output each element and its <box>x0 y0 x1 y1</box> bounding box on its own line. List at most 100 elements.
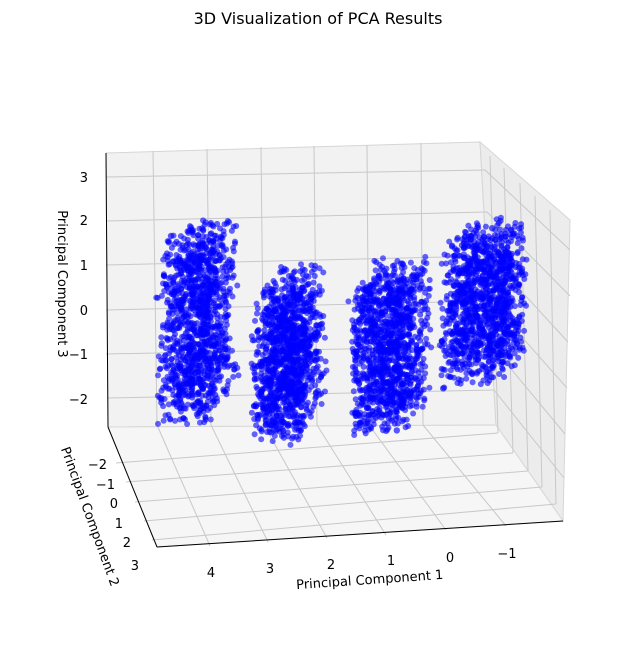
data-point <box>191 340 198 347</box>
data-point <box>392 324 399 330</box>
data-point <box>381 362 388 369</box>
data-point <box>222 306 229 312</box>
data-point <box>391 390 397 397</box>
data-point <box>514 233 521 240</box>
data-point <box>518 269 525 276</box>
data-point <box>280 419 287 426</box>
data-point <box>474 244 481 251</box>
data-point <box>166 261 173 267</box>
data-point <box>197 326 204 332</box>
data-point <box>482 223 489 230</box>
data-point <box>289 378 296 385</box>
data-point <box>261 402 268 409</box>
data-point <box>204 362 211 369</box>
data-point <box>180 415 187 422</box>
data-point <box>475 239 482 245</box>
data-point <box>371 277 378 284</box>
data-point <box>273 427 279 434</box>
data-point <box>288 324 295 331</box>
data-point <box>186 284 193 291</box>
data-point <box>379 300 385 307</box>
x-tick-label: 0 <box>446 551 454 566</box>
data-point <box>319 320 326 327</box>
data-point <box>393 408 399 415</box>
data-point <box>461 316 468 323</box>
data-point <box>487 333 494 340</box>
data-point <box>451 245 458 252</box>
data-point <box>385 297 392 304</box>
data-point <box>359 279 366 286</box>
data-point <box>266 313 273 320</box>
data-point <box>184 334 191 341</box>
data-point <box>190 298 197 305</box>
side-grid-horizontal <box>493 389 565 479</box>
data-point <box>284 358 291 365</box>
data-point <box>396 372 403 379</box>
data-point <box>158 357 165 364</box>
side-grid-vertical <box>549 209 557 505</box>
data-point <box>363 385 370 391</box>
data-point <box>353 318 360 325</box>
data-point <box>357 422 364 429</box>
data-point <box>254 327 261 334</box>
data-point <box>252 317 258 324</box>
data-point <box>372 267 379 274</box>
data-point <box>178 367 185 374</box>
data-point <box>403 305 410 312</box>
data-point <box>485 314 492 321</box>
data-point <box>290 269 297 276</box>
data-point <box>380 427 386 434</box>
data-point <box>225 378 232 384</box>
data-point <box>508 227 515 233</box>
data-point <box>267 330 274 337</box>
y-tick-label: 1 <box>115 517 123 532</box>
data-point <box>162 345 169 352</box>
data-point <box>510 339 517 346</box>
data-point <box>167 416 174 423</box>
data-point <box>377 266 384 273</box>
data-point <box>166 310 172 317</box>
data-point <box>493 322 500 328</box>
data-point <box>371 387 378 394</box>
data-point <box>394 334 401 341</box>
data-point <box>365 364 372 371</box>
data-point <box>417 361 424 368</box>
data-point <box>248 409 255 416</box>
data-point <box>267 354 274 361</box>
data-point <box>380 386 387 393</box>
data-point <box>502 233 509 240</box>
data-point <box>214 275 221 282</box>
data-point <box>377 392 383 399</box>
data-point <box>160 256 167 263</box>
data-point <box>211 258 218 265</box>
data-point <box>512 287 519 293</box>
data-point <box>258 428 265 435</box>
data-point <box>413 274 420 280</box>
data-point <box>511 350 518 357</box>
data-point <box>259 311 266 318</box>
data-point <box>277 383 284 390</box>
data-point <box>276 374 283 381</box>
data-point <box>210 397 217 404</box>
data-point <box>207 318 214 325</box>
data-point <box>500 337 507 344</box>
data-point <box>292 420 299 426</box>
data-point <box>502 265 509 272</box>
data-point <box>421 397 428 404</box>
data-point <box>420 355 427 362</box>
data-point <box>478 248 485 255</box>
data-point <box>287 333 294 340</box>
data-point <box>299 296 305 303</box>
data-point <box>352 363 359 370</box>
data-point <box>415 349 422 356</box>
data-point <box>278 268 285 275</box>
data-point <box>179 333 186 340</box>
data-point <box>182 317 189 324</box>
data-point <box>381 327 388 334</box>
data-point <box>184 380 191 387</box>
data-point <box>204 325 211 332</box>
data-point <box>262 356 269 363</box>
data-point <box>493 312 500 319</box>
data-point <box>411 386 418 393</box>
